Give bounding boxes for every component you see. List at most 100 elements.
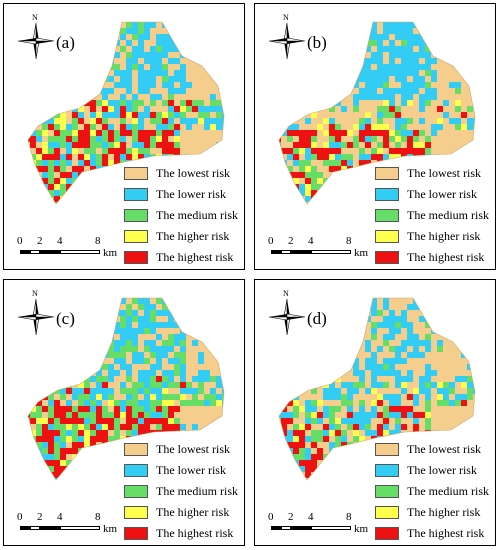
risk-cell (279, 466, 281, 472)
risk-cell (293, 178, 299, 184)
risk-cell (132, 388, 138, 394)
risk-cell (287, 436, 293, 442)
risk-cell (293, 202, 299, 204)
risk-cell (353, 328, 359, 334)
risk-cell (120, 94, 126, 100)
risk-cell (425, 406, 431, 412)
risk-cell (287, 454, 293, 460)
legend-label: The lower risk (156, 187, 226, 201)
risk-cell (449, 388, 455, 394)
risk-cell (279, 124, 281, 130)
scale-segment (40, 526, 60, 530)
risk-cell (102, 112, 108, 118)
risk-cell (287, 130, 293, 136)
risk-cell (395, 328, 401, 334)
risk-cell (383, 436, 389, 442)
risk-cell (287, 196, 293, 202)
risk-cell (377, 142, 383, 148)
risk-cell (120, 70, 126, 76)
risk-cell (102, 160, 108, 166)
risk-cell (401, 28, 407, 34)
risk-cell (383, 160, 389, 166)
risk-cell (407, 88, 413, 94)
risk-cell (36, 100, 42, 106)
risk-cell (359, 298, 365, 304)
risk-cell (108, 178, 114, 184)
risk-cell (204, 40, 210, 46)
risk-cell (96, 154, 102, 160)
risk-cell (305, 340, 311, 346)
risk-cell (174, 370, 180, 376)
risk-cell (419, 46, 425, 52)
risk-cell (108, 76, 114, 82)
risk-cell (102, 466, 108, 472)
risk-cell (401, 64, 407, 70)
risk-cell (144, 424, 150, 430)
risk-cell (317, 430, 323, 436)
risk-cell (180, 352, 186, 358)
risk-cell (407, 376, 413, 382)
risk-cell (383, 298, 389, 304)
risk-cell (281, 112, 287, 118)
risk-cell (132, 334, 138, 340)
risk-cell (138, 124, 144, 130)
risk-cell (293, 106, 299, 112)
risk-cell (377, 148, 383, 154)
risk-cell (108, 160, 114, 166)
risk-cell (84, 460, 90, 466)
risk-cell (413, 58, 419, 64)
risk-cell (126, 148, 132, 154)
risk-cell (132, 430, 138, 436)
risk-cell (156, 112, 162, 118)
risk-cell (323, 130, 329, 136)
risk-cell (144, 106, 150, 112)
risk-cell (42, 202, 48, 204)
risk-cell (108, 100, 114, 106)
risk-cell (437, 22, 443, 28)
risk-cell (78, 34, 84, 40)
risk-cell (48, 478, 54, 480)
risk-cell (54, 382, 60, 388)
risk-cell (353, 136, 359, 142)
risk-cell (413, 52, 419, 58)
risk-cell (299, 190, 305, 196)
risk-cell (96, 76, 102, 82)
risk-cell (96, 370, 102, 376)
risk-cell (431, 94, 437, 100)
risk-cell (120, 136, 126, 142)
risk-cell (407, 64, 413, 70)
risk-cell (210, 106, 216, 112)
risk-cell (102, 478, 108, 480)
risk-cell (72, 118, 78, 124)
risk-cell (389, 130, 395, 136)
risk-cell (299, 142, 305, 148)
risk-cell (114, 142, 120, 148)
risk-cell (287, 202, 293, 204)
risk-cell (150, 58, 156, 64)
risk-cell (383, 424, 389, 430)
risk-cell (383, 382, 389, 388)
risk-cell (78, 340, 84, 346)
risk-cell (96, 460, 102, 466)
risk-cell (347, 394, 353, 400)
risk-cell (281, 454, 287, 460)
risk-cell (102, 334, 108, 340)
risk-cell (60, 388, 66, 394)
risk-cell (120, 46, 126, 52)
risk-cell (174, 112, 180, 118)
risk-cell (30, 448, 36, 454)
risk-cell (371, 478, 377, 480)
risk-cell (383, 358, 389, 364)
risk-cell (78, 472, 84, 478)
risk-cell (138, 430, 144, 436)
risk-cell (84, 202, 90, 204)
legend-swatch (375, 251, 399, 264)
risk-cell (317, 172, 323, 178)
risk-cell (461, 112, 467, 118)
risk-cell (210, 424, 216, 430)
legend-label: The medium risk (156, 484, 238, 498)
risk-cell (407, 22, 413, 28)
risk-cell (335, 460, 341, 466)
risk-cell (60, 376, 66, 382)
risk-cell (407, 352, 413, 358)
